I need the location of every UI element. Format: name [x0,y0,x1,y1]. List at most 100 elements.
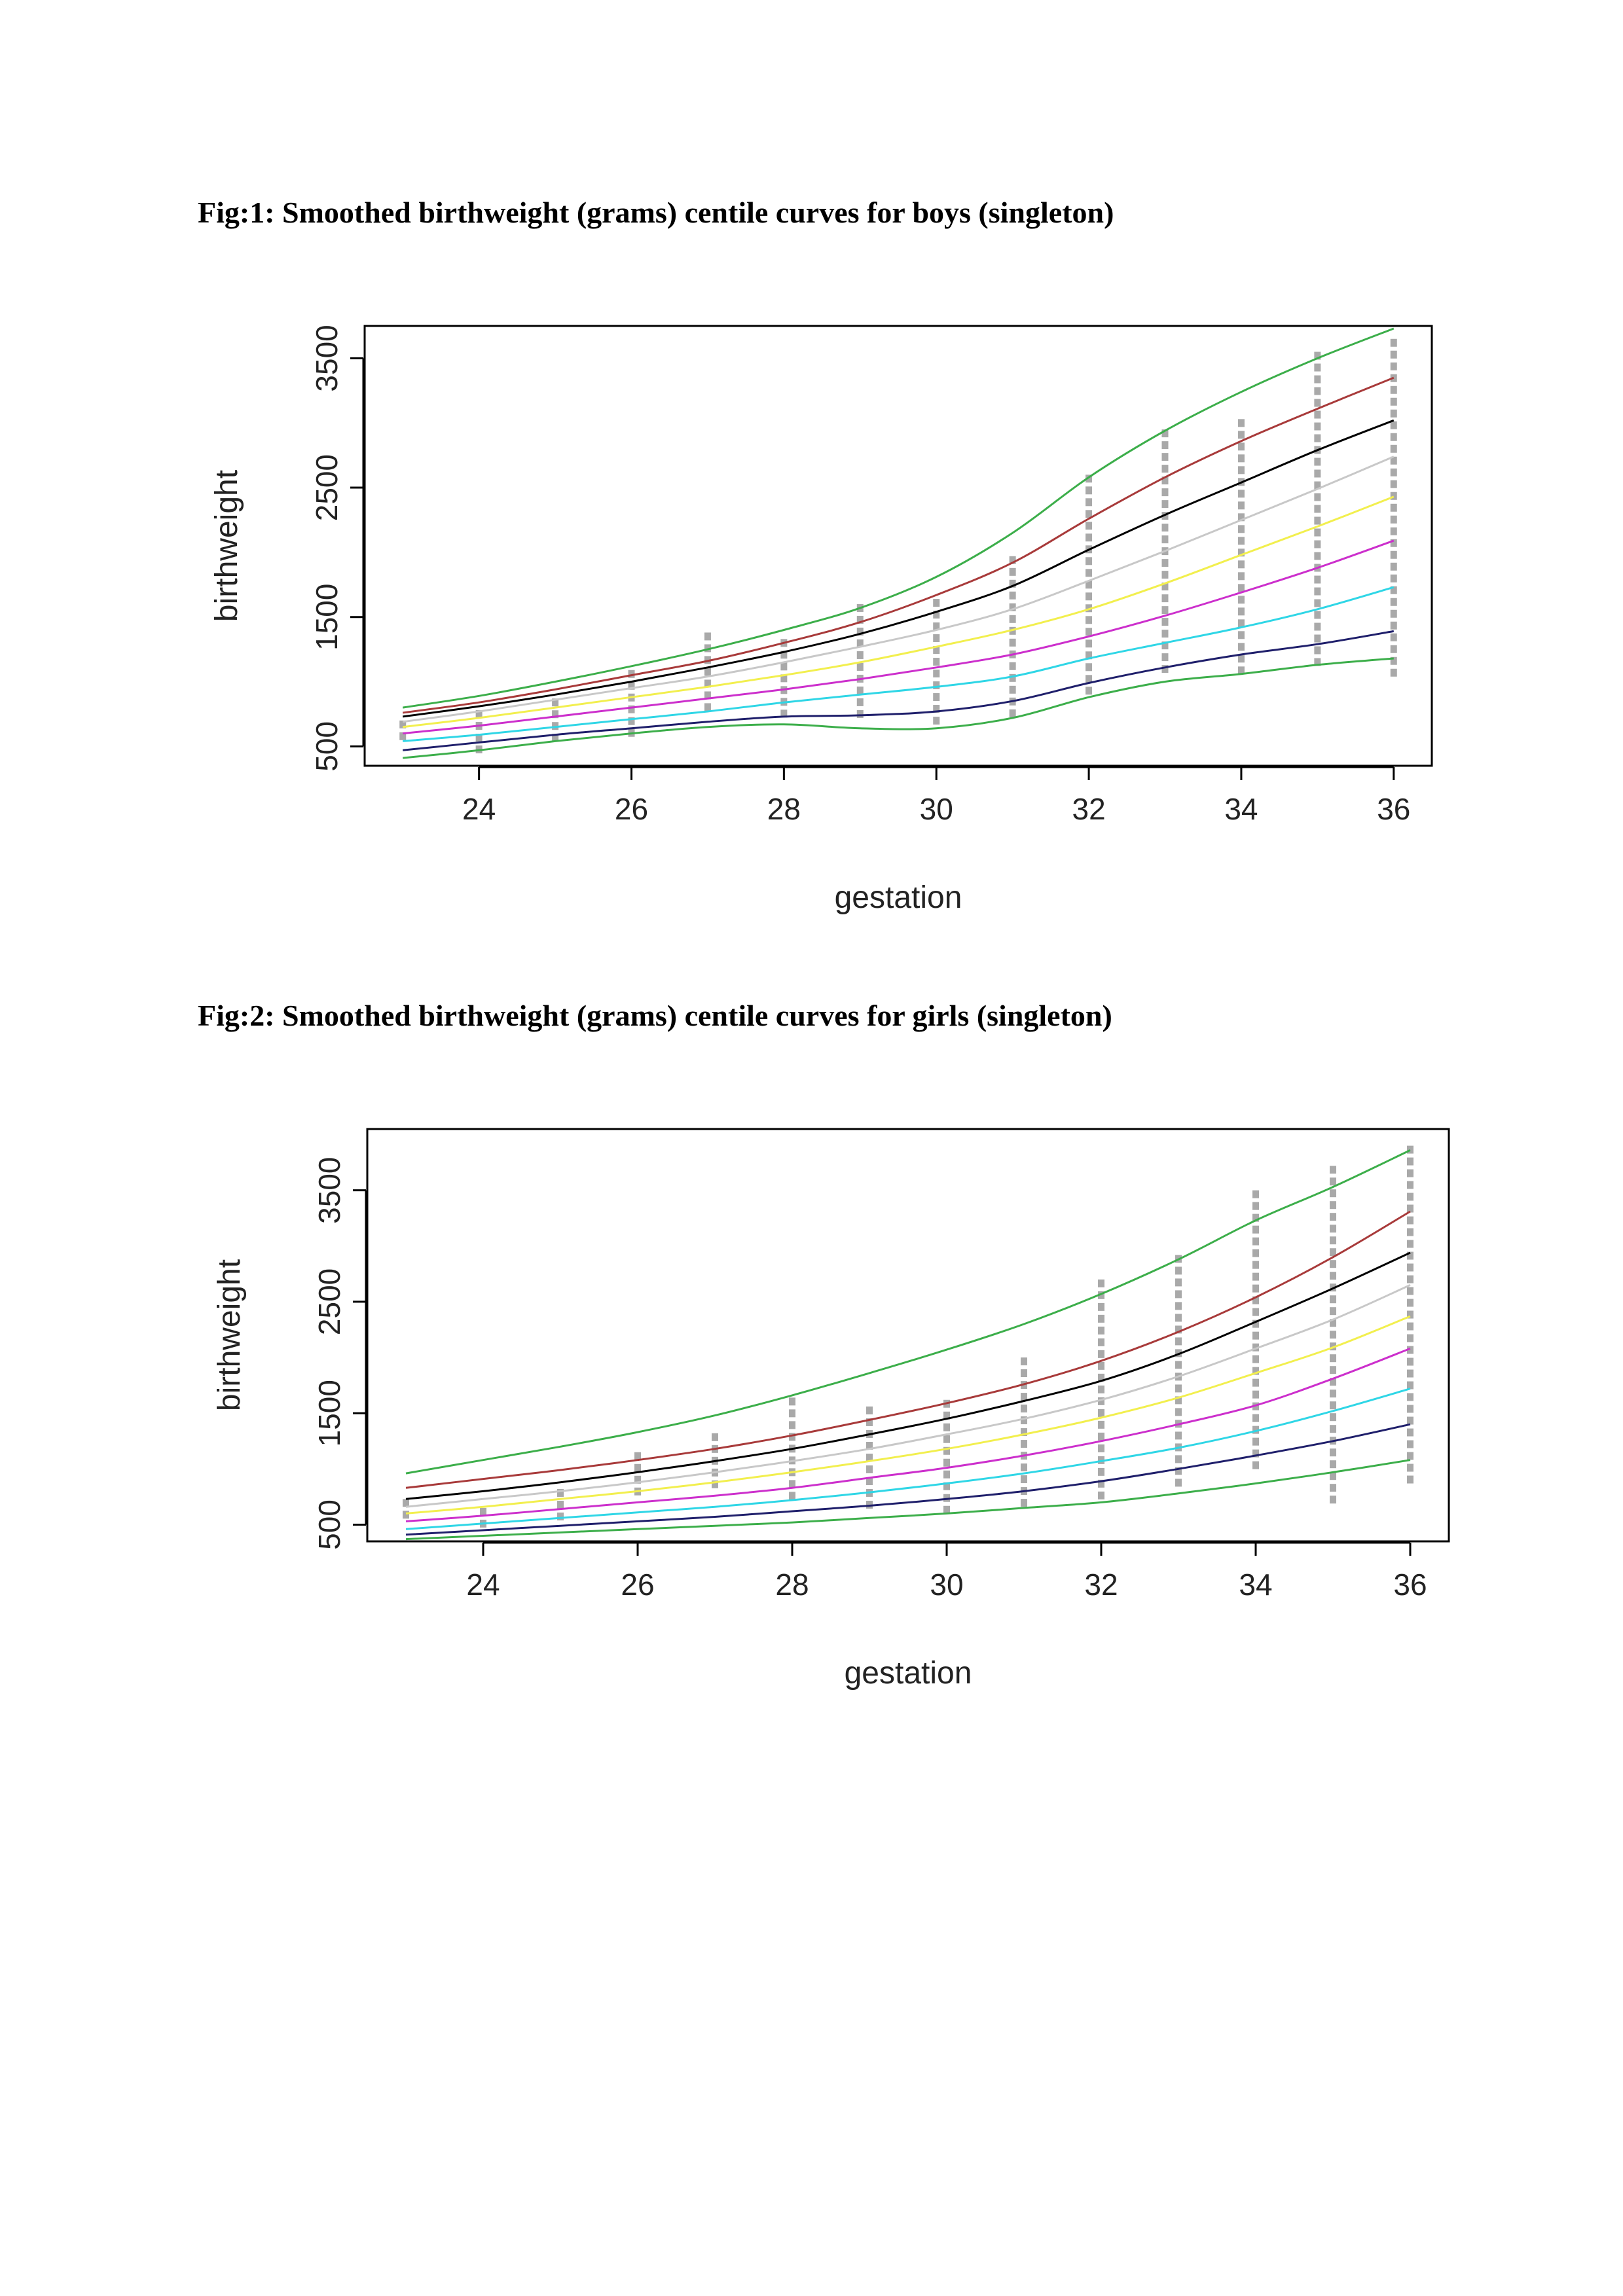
data-point [1407,1263,1413,1272]
data-point [1407,1393,1413,1401]
data-point [866,1477,873,1485]
data-point [1237,537,1245,545]
data-point [1330,1496,1336,1504]
data-point [1021,1463,1027,1472]
data-point [1252,1237,1259,1246]
data-point [1407,1346,1413,1354]
data-point [789,1492,795,1500]
data-point [1390,397,1397,406]
data-point [1407,1251,1413,1260]
data-point [943,1446,950,1455]
x-tick-label: 26 [621,1568,654,1602]
data-point [1098,1291,1104,1299]
plot-frame [363,325,1433,767]
data-point [1314,422,1321,431]
data-point [1314,622,1321,631]
data-point [1330,1472,1336,1480]
data-point [1175,1455,1182,1463]
data-point [1314,399,1321,407]
data-point [1252,1461,1259,1469]
data-point [1237,584,1245,592]
data-point [1085,557,1093,565]
data-point [1314,658,1321,666]
data-point [1252,1355,1259,1363]
data-point [1161,571,1169,579]
data-point [1237,643,1245,651]
data-point [1390,562,1397,571]
centile-curve-5 [405,1315,1411,1515]
data-point [634,1475,641,1484]
data-point [1161,665,1169,673]
data-point [1252,1414,1259,1422]
x-tick-label: 24 [466,1568,500,1602]
data-point [1021,1416,1027,1425]
data-point [1252,1296,1259,1304]
data-point [634,1452,641,1460]
data-point [943,1411,950,1420]
data-point [1314,505,1321,513]
data-point [1330,1378,1336,1386]
data-point [1330,1213,1336,1221]
boys-centile-chart: 24 26 28 30 32 34 36 500 1500 2500 3500 gestation bi… [210,325,1433,915]
data-point [475,710,483,719]
data-point [933,634,940,643]
data-point [1330,1413,1336,1422]
figure-1-caption: Fig:1: Smoothed birthweight (grams) cent… [198,196,1114,229]
data-point [1314,552,1321,560]
data-point [1009,709,1016,717]
data-point [1098,1350,1104,1358]
data-point [557,1488,564,1497]
centile-curve-8 [405,1210,1411,1489]
y-tick-label: 500 [312,1499,346,1550]
data-point [933,681,940,690]
data-point [943,1494,950,1502]
data-point [1175,1384,1182,1393]
data-point [1407,1181,1413,1189]
data-point [1407,1357,1413,1366]
data-point [856,709,864,718]
data-point [1330,1401,1336,1410]
data-point [1252,1390,1259,1399]
data-point [1098,1361,1104,1370]
data-point [866,1500,873,1509]
data-point [1009,662,1016,670]
x-tick-label: 36 [1377,792,1410,826]
data-point [399,720,407,728]
data-point [1237,442,1245,451]
y-axis-title: birthweight [210,470,244,622]
data-point [1330,1319,1336,1327]
data-point [1175,1325,1182,1334]
data-point [1314,363,1321,372]
data-point [1407,1193,1413,1201]
data-point [1390,409,1397,418]
data-point [1009,567,1016,576]
data-point [933,705,940,713]
data-point [1390,444,1397,453]
data-point [933,670,940,678]
data-point [1021,1428,1027,1437]
centile-curve-3 [405,1388,1411,1530]
data-point [1098,1491,1104,1499]
data-point [1175,1337,1182,1346]
data-point [1330,1225,1336,1233]
centile-curve-4 [405,1348,1411,1522]
data-point [1390,645,1397,653]
centile-curve-5 [403,495,1395,728]
data-point [1161,476,1169,485]
data-point [1161,429,1169,438]
data-point [1161,453,1169,461]
data-point [704,691,711,700]
data-point [1161,594,1169,603]
data-point [1009,579,1016,588]
data-point [1330,1177,1336,1186]
data-point [1330,1425,1336,1433]
y-tick-label: 1500 [312,1380,346,1446]
centile-curve-7 [403,419,1395,718]
data-point [1098,1479,1104,1488]
x-tick-label: 32 [1072,792,1105,826]
data-point [1175,1314,1182,1322]
data-point [1314,634,1321,643]
data-point [933,658,940,666]
data-point [628,705,635,713]
data-point [943,1423,950,1431]
